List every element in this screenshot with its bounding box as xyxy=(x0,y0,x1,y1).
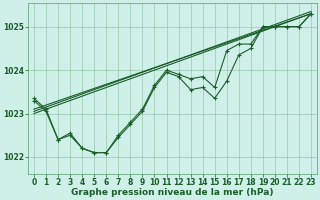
X-axis label: Graphe pression niveau de la mer (hPa): Graphe pression niveau de la mer (hPa) xyxy=(71,188,274,197)
